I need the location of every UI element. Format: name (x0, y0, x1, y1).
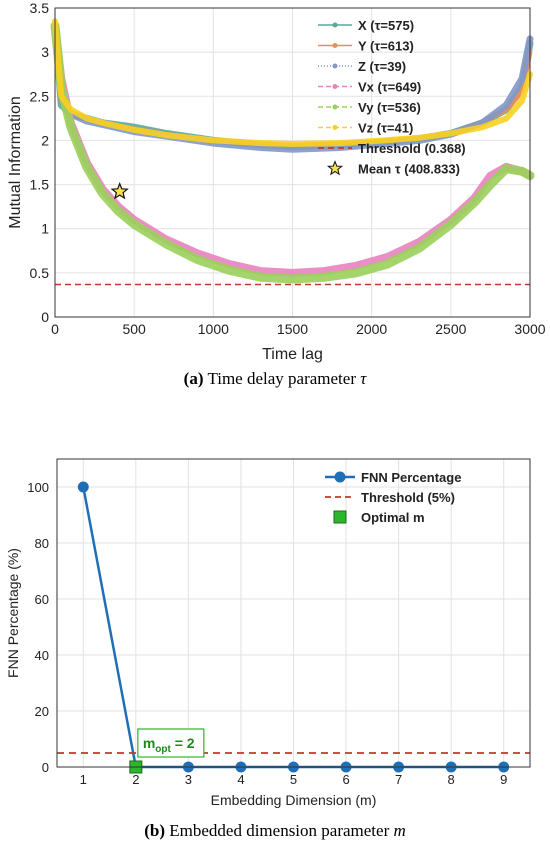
legend-label: Y (τ=613) (358, 39, 414, 54)
ticks-a: 0 500 1000 1500 2000 2500 3000 0 0.5 1 1.5 2 2.5 3 3.5 (30, 0, 546, 337)
caption-b: (b) Embedded dimension parameter m (0, 821, 550, 841)
x-tick-label: 4 (237, 772, 244, 787)
legend-label: Optimal m (361, 510, 425, 525)
legend-swatch-square (333, 510, 347, 524)
x-tick-label: 0 (51, 321, 59, 337)
grid-a (54, 7, 531, 318)
y-tick-label: 100 (27, 480, 49, 495)
x-tick-label: 1000 (198, 321, 229, 337)
legend-swatch-marker (332, 63, 338, 69)
y-tick-label: 1.5 (30, 177, 50, 193)
legend-swatch-marker (332, 104, 338, 110)
x-axis-label-b: Embedding Dimension (m) (211, 792, 377, 808)
legend-label: FNN Percentage (361, 470, 461, 485)
caption-b-text: Embedded dimension parameter (169, 821, 394, 840)
caption-a-label: (a) (183, 369, 204, 388)
caption-b-label: (b) (144, 821, 165, 840)
y-tick-label: 1 (41, 221, 49, 237)
caption-a: (a) Time delay parameter τ (0, 369, 550, 389)
x-tick-label: 2 (132, 772, 139, 787)
x-tick-label: 3000 (514, 321, 545, 337)
x-tick-label: 8 (448, 772, 455, 787)
legend-label: Threshold (5%) (361, 490, 455, 505)
series-line-4 (50, 21, 535, 284)
x-tick-label: 7 (395, 772, 402, 787)
annotation-box (137, 728, 205, 758)
legend-label: Mean τ (408.833) (358, 162, 460, 177)
caption-a-text: Time delay parameter (207, 369, 361, 388)
y-tick-label: 0 (41, 309, 49, 325)
x-tick-label: 2500 (435, 321, 466, 337)
series-group-a (50, 18, 535, 284)
y-tick-label: 3 (41, 44, 49, 60)
markers-group-a (55, 181, 530, 286)
y-tick-label: 80 (35, 536, 49, 551)
y-tick-label: 3.5 (30, 0, 50, 16)
y-tick-label: 20 (35, 704, 49, 719)
legend-swatch-marker (334, 471, 346, 483)
plot-frame-a (54, 7, 531, 318)
legend-label: Z (τ=39) (358, 59, 406, 74)
x-tick-label: 5 (290, 772, 297, 787)
plot-frame-b (56, 458, 531, 768)
y-tick-label: 0.5 (30, 265, 50, 281)
time-delay-chart: 0 500 1000 1500 2000 2500 3000 0 0.5 1 1.5 2 2.5 3 3.5… (7, 0, 546, 363)
x-tick-label: 1500 (277, 321, 308, 337)
legend-swatch-marker (332, 43, 338, 48)
x-axis-label-a: Time lag (262, 346, 323, 363)
y-tick-label: 60 (35, 592, 49, 607)
legend-swatch-marker (332, 84, 338, 89)
legend-swatch-marker (332, 22, 338, 28)
y-axis-label-b: FNN Percentage (%) (5, 548, 21, 678)
y-tick-label: 2 (41, 132, 49, 148)
x-tick-label: 2000 (356, 321, 387, 337)
x-tick-label: 9 (500, 772, 507, 787)
legend-label: X (τ=575) (358, 18, 414, 33)
x-tick-label: 1 (80, 772, 87, 787)
legend-a: X (τ=575) Y (τ=613) Z (τ=39) Vx (τ=649) Vy (… (318, 18, 466, 177)
legend-label: Vy (τ=536) (358, 100, 421, 115)
legend-star-icon (326, 160, 344, 176)
fnn-point (77, 481, 89, 493)
y-tick-label: 2.5 (30, 88, 50, 104)
optimal-m-annotation: mopt = 2 (137, 728, 205, 758)
series-line-5 (52, 18, 533, 147)
embedding-dimension-chart: mopt = 2 1 2 3 4 5 6 7 8 9 0 20 40 60 80 100 Embedding… (5, 458, 531, 808)
y-tick-label: 40 (35, 648, 49, 663)
legend-b: FNN Percentage Threshold (5%) Optimal m (325, 470, 461, 525)
y-axis-label-a: Mutual Information (7, 96, 24, 229)
x-tick-label: 3 (185, 772, 192, 787)
x-tick-label: 500 (122, 321, 146, 337)
x-tick-label: 6 (342, 772, 349, 787)
caption-b-symbol: m (393, 821, 406, 840)
legend-label: Vz (τ=41) (358, 121, 413, 136)
y-tick-label: 0 (42, 760, 49, 775)
mean-tau-star-icon (110, 181, 129, 200)
caption-a-symbol: τ (360, 369, 367, 388)
ticks-b: 1 2 3 4 5 6 7 8 9 0 20 40 60 80 100 (27, 480, 507, 787)
legend-swatch-marker (332, 125, 338, 130)
annotation-text: mopt = 2 (143, 735, 195, 755)
legend-label: Vx (τ=649) (358, 80, 421, 95)
legend-label: Threshold (0.368) (358, 141, 466, 156)
